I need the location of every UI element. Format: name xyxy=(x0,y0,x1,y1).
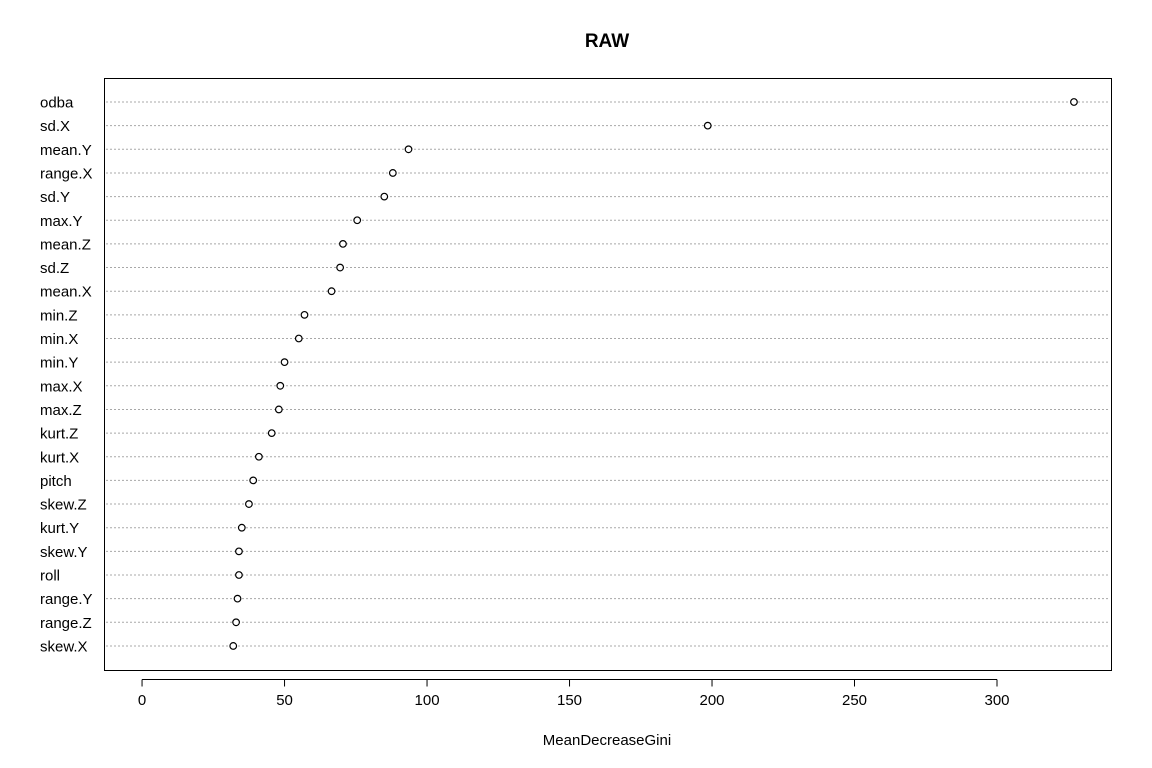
data-point-kurt-z xyxy=(267,429,276,438)
x-tick-label: 100 xyxy=(415,692,440,709)
y-label-roll: roll xyxy=(40,568,60,585)
y-label-mean-x: mean.X xyxy=(40,284,92,301)
data-point-mean-z xyxy=(339,239,347,248)
y-label-sd-x: sd.X xyxy=(40,118,70,135)
y-label-range-y: range.Y xyxy=(40,591,93,608)
y-label-max-x: max.X xyxy=(40,378,83,395)
data-point-skew-x xyxy=(229,642,238,650)
data-point-range-z xyxy=(232,618,240,627)
x-axis-label: MeanDecreaseGini xyxy=(543,732,671,749)
data-point-max-y xyxy=(353,216,362,225)
x-tick-label: 250 xyxy=(842,692,867,709)
y-label-skew-z: skew.Z xyxy=(40,497,87,514)
data-point-max-x xyxy=(276,381,285,390)
y-label-min-x: min.X xyxy=(40,331,78,348)
data-point-min-z xyxy=(300,310,309,319)
y-label-sd-z: sd.Z xyxy=(40,260,69,277)
data-points xyxy=(229,98,1078,650)
x-axis: 0 50 100 150 200 250 300 xyxy=(138,679,1010,709)
data-point-skew-z xyxy=(245,500,253,508)
data-point-mean-x xyxy=(327,287,336,296)
x-tick-label: 200 xyxy=(700,692,725,709)
y-label-kurt-z: kurt.Z xyxy=(40,426,78,443)
data-point-sd-x xyxy=(703,121,712,130)
x-tick-label: 0 xyxy=(138,692,146,709)
data-point-sd-y xyxy=(380,192,389,201)
data-point-odba xyxy=(1070,98,1078,106)
data-point-kurt-x xyxy=(254,452,263,461)
y-label-min-y: min.Y xyxy=(40,355,78,372)
x-tick-label: 50 xyxy=(276,692,293,709)
y-label-range-x: range.X xyxy=(40,165,93,182)
y-label-odba: odba xyxy=(40,95,74,112)
y-label-mean-y: mean.Y xyxy=(40,142,92,159)
y-label-skew-y: skew.Y xyxy=(40,544,88,561)
y-label-min-z: min.Z xyxy=(40,307,78,324)
data-point-min-x xyxy=(294,334,303,343)
data-point-range-y xyxy=(233,594,242,603)
y-label-max-z: max.Z xyxy=(40,402,82,419)
data-point-pitch xyxy=(249,476,258,485)
data-point-sd-z xyxy=(336,263,345,272)
gridlines xyxy=(106,101,1110,647)
chart-title: RAW xyxy=(585,31,629,52)
data-point-skew-y xyxy=(235,547,243,556)
y-label-sd-y: sd.Y xyxy=(40,189,70,206)
data-point-kurt-y xyxy=(237,523,246,532)
y-label-kurt-x: kurt.X xyxy=(40,449,79,466)
data-point-max-z xyxy=(274,405,283,414)
y-label-pitch: pitch xyxy=(40,473,72,490)
y-label-skew-x: skew.X xyxy=(40,638,88,655)
y-label-range-z: range.Z xyxy=(40,615,92,632)
x-tick-label: 300 xyxy=(984,692,1009,709)
y-label-max-y: max.Y xyxy=(40,213,83,230)
y-label-mean-z: mean.Z xyxy=(40,236,91,253)
x-tick-label: 150 xyxy=(557,692,582,709)
y-axis-labels: odba sd.X mean.Y range.X sd.Y max.Y mean.Z sd.Z… xyxy=(40,95,93,656)
data-point-min-y xyxy=(280,358,289,367)
data-point-mean-y xyxy=(404,145,413,154)
y-label-kurt-y: kurt.Y xyxy=(40,520,79,537)
data-point-range-x xyxy=(388,169,397,177)
data-point-roll xyxy=(235,571,243,579)
plot-frame xyxy=(104,78,1112,671)
